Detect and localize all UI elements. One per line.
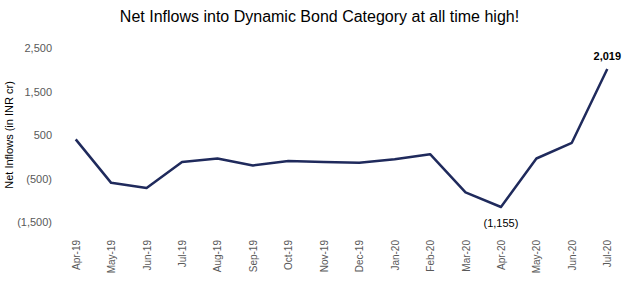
y-tick-label: (1,500) [17,216,52,228]
x-tick-label: May-20 [531,240,542,274]
y-tick-label: (500) [26,173,52,185]
x-tick-label: Apr-19 [71,240,82,270]
x-tick-label: Dec-19 [354,240,365,273]
data-label: (1,155) [484,217,519,229]
chart: Net Inflows into Dynamic Bond Category a… [0,0,639,288]
x-tick-label: Aug-19 [212,240,223,273]
y-tick-label: 1,500 [24,86,52,98]
y-tick [55,135,58,136]
title: Net Inflows into Dynamic Bond Category a… [120,8,519,25]
plot-area [76,69,608,207]
x-tick-label: Apr-20 [496,240,507,270]
x-tick-label: Nov-19 [319,240,330,273]
data-line [76,69,608,207]
y-tick-label: 2,500 [24,42,52,54]
x-tick-label: Feb-20 [425,240,436,272]
x-tick-label: Jun-20 [567,240,578,271]
x-tick-label: Jul-20 [602,240,613,268]
y-tick [55,48,58,49]
x-tick-label: Jul-19 [177,240,188,268]
data-label: 2,019 [594,50,622,62]
y-tick-label: 500 [34,129,52,141]
x-tick-label: Mar-20 [461,240,472,272]
x-tick-label: May-19 [106,240,117,274]
y-tick [55,222,58,223]
y-tick [55,91,58,92]
y-axis-label: Net Inflows (in INR cr) [3,81,15,189]
x-tick-label: Oct-19 [283,240,294,270]
x-tick-label: Jun-19 [142,240,153,271]
y-tick [55,178,58,179]
x-tick-label: Jan-20 [390,240,401,271]
x-tick-label: Sep-19 [248,240,259,273]
